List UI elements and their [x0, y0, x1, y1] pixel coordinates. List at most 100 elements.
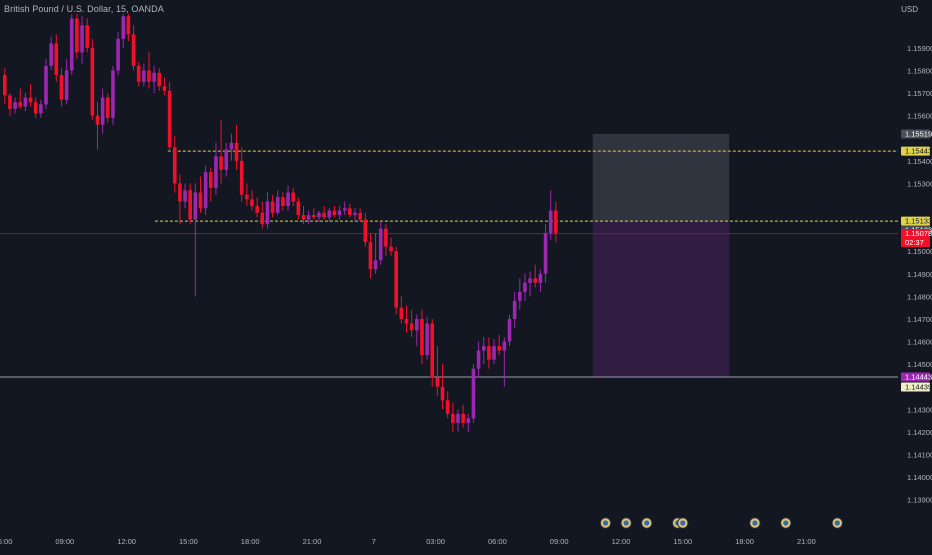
candle-body: [378, 228, 383, 261]
candle-body: [348, 208, 352, 216]
event-marker-dot: [680, 520, 686, 526]
candle-body: [476, 350, 481, 369]
candle-body: [100, 97, 105, 125]
candle-body: [183, 190, 187, 202]
candle-body: [13, 102, 17, 109]
candle-body: [131, 34, 136, 66]
target-zone: [592, 133, 730, 222]
candle-body: [538, 273, 543, 283]
candle-body: [373, 260, 378, 270]
candle-body: [409, 323, 414, 331]
candle-body: [162, 86, 167, 91]
price-label: 1.14443: [905, 373, 932, 382]
candle-body: [451, 413, 455, 423]
candle-body: [121, 16, 126, 39]
candle-body: [399, 307, 404, 319]
candle-body: [533, 278, 538, 283]
candle-body: [75, 18, 79, 53]
candle-body: [461, 413, 465, 423]
y-tick-label: 1.14600: [907, 338, 932, 347]
candle-body: [39, 104, 43, 114]
candle-body: [342, 208, 347, 211]
candle-body: [229, 142, 234, 150]
candle-body: [44, 65, 48, 105]
y-tick-label: 1.14800: [907, 292, 932, 301]
y-tick-label: 1.15000: [907, 247, 932, 256]
candle-body: [317, 212, 321, 218]
candle-body: [116, 38, 120, 71]
x-tick-label: 09:00: [550, 537, 569, 546]
candle-body: [85, 25, 89, 48]
candle-body: [332, 210, 337, 216]
candle-body: [203, 172, 208, 209]
candle-body: [306, 215, 311, 220]
price-label: 1.15078: [905, 229, 932, 238]
candle-body: [167, 90, 172, 148]
candle-body: [188, 190, 192, 220]
chart-title: British Pound / U.S. Dollar, 15, OANDA: [4, 4, 164, 14]
candle-body: [502, 341, 507, 351]
x-tick-label: 12:00: [612, 537, 631, 546]
candle-body: [353, 212, 357, 216]
stop-zone: [592, 221, 730, 378]
y-axis: 1.15900 1.15800 1.15700 1.15600 1.15400 1.153…: [907, 44, 932, 505]
candle-body: [507, 318, 512, 342]
candle-body: [389, 246, 393, 252]
candle-body: [337, 210, 342, 216]
y-tick-label: 1.14900: [907, 270, 932, 279]
candle-body: [523, 282, 527, 292]
price-label-bg: [901, 129, 930, 139]
candle-body: [296, 201, 301, 216]
candle-body: [33, 102, 38, 114]
y-tick-label: 1.13900: [907, 496, 932, 505]
candle-body: [481, 346, 486, 351]
candles-group: [3, 14, 558, 432]
candle-body: [49, 43, 53, 66]
candle-body: [543, 233, 548, 274]
event-marker-dot: [752, 520, 758, 526]
x-axis: 06:00 09:00 12:00 15:00 18:00 21:00 7 03:00 06:0…: [0, 537, 816, 546]
candle-body: [440, 386, 445, 401]
candle-body: [420, 318, 424, 356]
candle-body: [492, 346, 496, 360]
candle-body: [425, 323, 429, 356]
candle-body: [136, 65, 141, 82]
candle-body: [430, 323, 435, 378]
candle-body: [512, 300, 517, 319]
y-tick-label: 1.14200: [907, 428, 932, 437]
x-tick-label: 06:00: [0, 537, 12, 546]
currency-label: USD: [901, 5, 918, 14]
x-tick-label: 06:00: [488, 537, 507, 546]
candle-body: [209, 172, 213, 188]
candle-body: [69, 18, 74, 71]
candle-body: [487, 346, 491, 360]
price-label-bg: [901, 216, 930, 226]
x-tick-label: 03:00: [426, 537, 445, 546]
candle-body: [95, 115, 100, 125]
candle-body: [3, 74, 7, 96]
candle-body: [8, 95, 12, 109]
candle-body: [301, 215, 306, 220]
candle-body: [23, 97, 28, 107]
price-label-bg: [901, 229, 930, 248]
candle-body: [415, 318, 419, 331]
candle-body: [327, 210, 332, 218]
candle-body: [445, 400, 450, 414]
candle-body: [64, 70, 69, 100]
candle-body: [528, 278, 532, 283]
event-marker-dot: [834, 520, 840, 526]
candle-body: [106, 97, 110, 118]
candle-body: [18, 102, 23, 107]
candle-body: [548, 210, 553, 234]
event-marker-dot: [783, 520, 789, 526]
x-tick-label: 21:00: [303, 537, 322, 546]
y-tick-label: 1.15700: [907, 89, 932, 98]
price-label: 1.15443: [905, 147, 932, 156]
x-tick-label: 15:00: [179, 537, 198, 546]
candle-body: [234, 142, 239, 161]
x-tick-label: 12:00: [117, 537, 136, 546]
x-tick-label: 18:00: [735, 537, 754, 546]
y-tick-label: 1.15800: [907, 66, 932, 75]
